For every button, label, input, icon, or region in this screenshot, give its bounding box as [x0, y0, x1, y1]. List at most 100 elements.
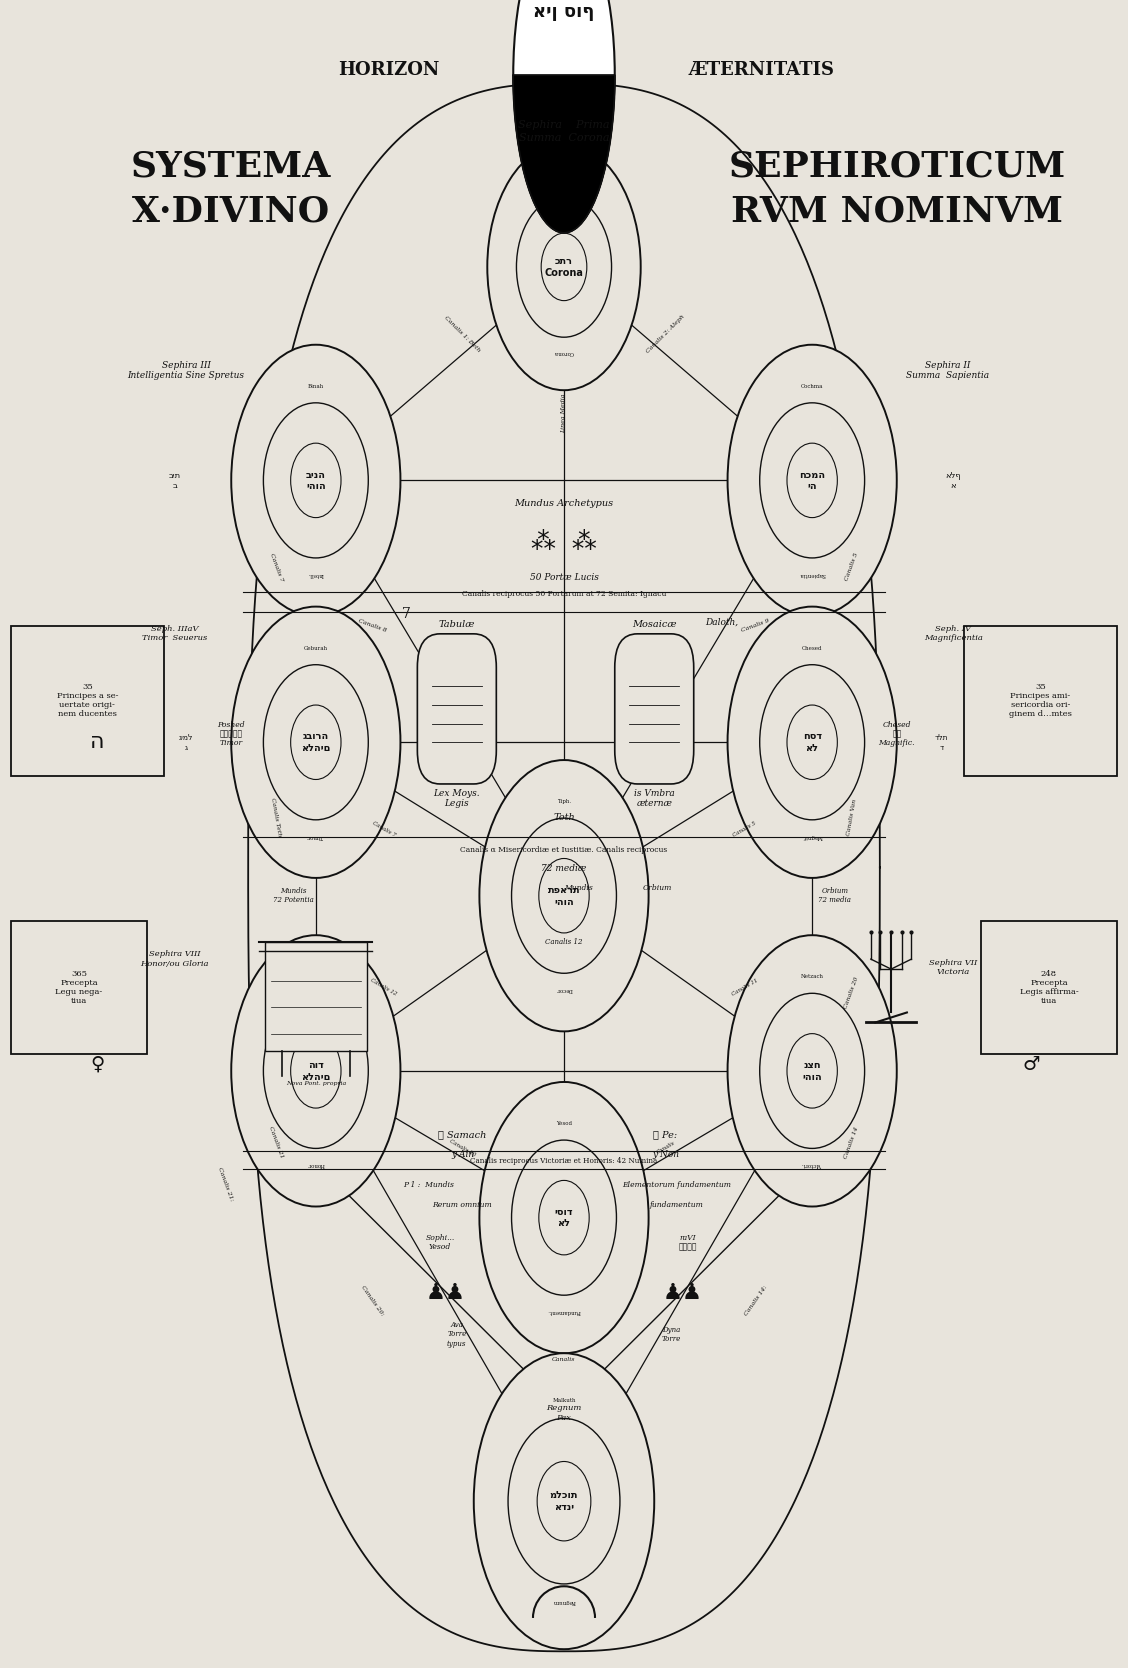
Ellipse shape [231, 607, 400, 877]
Text: Binah: Binah [308, 384, 324, 389]
Text: y Ain: y Ain [451, 1149, 474, 1159]
Text: Elementorum fundamentum: Elementorum fundamentum [623, 1181, 731, 1189]
Polygon shape [513, 75, 615, 232]
Ellipse shape [513, 0, 615, 234]
Text: Seph. IIIaV
Timor  Seuerus: Seph. IIIaV Timor Seuerus [142, 626, 208, 642]
Text: חסד
אל: חסד אל [803, 732, 821, 752]
Circle shape [539, 1181, 589, 1254]
Text: כתר
Corona: כתר Corona [545, 257, 583, 277]
Text: Intell.: Intell. [308, 572, 324, 577]
Text: גבורה
אלהים: גבורה אלהים [301, 732, 331, 752]
Text: Canalis 12: Canalis 12 [545, 939, 583, 946]
Text: y Non: y Non [652, 1149, 679, 1159]
Text: פ Pe:: פ Pe: [653, 1129, 678, 1139]
Text: Canalis α Misericordiæ et Iustitiæ. Canalis reciprocus: Canalis α Misericordiæ et Iustitiæ. Cana… [460, 846, 668, 854]
Text: Canalis 8: Canalis 8 [358, 619, 387, 632]
Ellipse shape [728, 345, 897, 615]
Text: 7: 7 [402, 607, 411, 620]
Text: ♂: ♂ [1022, 1054, 1040, 1074]
Text: RVM NOMINVM: RVM NOMINVM [731, 195, 1063, 229]
Text: Summa  Corona: Summa Corona [519, 133, 609, 143]
Text: גימל
ג: גימל ג [179, 732, 193, 752]
Text: Daloth,: Daloth, [705, 617, 739, 627]
Text: Toth: Toth [553, 812, 575, 822]
Text: אין סוף: אין סוף [534, 3, 594, 22]
Text: Timor: Timor [308, 834, 324, 839]
Text: 72 mediæ: 72 mediæ [541, 864, 587, 872]
Text: דלת
ד: דלת ד [935, 732, 949, 752]
Circle shape [512, 1141, 616, 1294]
Circle shape [291, 1034, 341, 1108]
Text: raVI
יסוד: raVI יסוד [679, 1234, 697, 1251]
Text: Netzach: Netzach [801, 974, 823, 979]
Text: אלף
א: אלף א [945, 470, 961, 490]
Text: Decor: Decor [556, 987, 572, 992]
Text: Canalis Van: Canalis Van [846, 799, 857, 836]
Text: P 1 :  Mundis: P 1 : Mundis [403, 1181, 455, 1189]
Circle shape [264, 994, 368, 1148]
Text: נצח
יהוה: נצח יהוה [802, 1061, 822, 1081]
Text: Canalis 9: Canalis 9 [741, 619, 770, 632]
Text: HORIZON: HORIZON [338, 62, 440, 78]
Circle shape [787, 444, 837, 517]
Text: Tabulæ: Tabulæ [439, 620, 475, 629]
Text: ה: ה [90, 732, 104, 752]
Circle shape [541, 234, 587, 300]
Circle shape [291, 706, 341, 779]
Text: Canalis 5: Canalis 5 [844, 552, 860, 582]
Ellipse shape [474, 1353, 654, 1650]
Text: Canalis 20:: Canalis 20: [360, 1284, 385, 1318]
Text: 248
Precepta
Legis affirma-
tiua: 248 Precepta Legis affirma- tiua [1020, 969, 1078, 1006]
Text: SYSTEMA: SYSTEMA [131, 150, 332, 183]
Circle shape [787, 1034, 837, 1108]
Text: Corona: Corona [554, 350, 574, 355]
Text: Chesed: Chesed [802, 646, 822, 651]
Text: Canalis 14:: Canalis 14: [743, 1284, 768, 1318]
Text: Canalis 20: Canalis 20 [449, 1138, 476, 1158]
Text: Canalis 12: Canalis 12 [370, 977, 397, 997]
Text: מלכות
אדני: מלכות אדני [549, 1491, 579, 1511]
Circle shape [264, 404, 368, 557]
Text: תפארת
יהוה: תפארת יהוה [548, 886, 580, 906]
FancyBboxPatch shape [417, 634, 496, 784]
Text: Regnum
Pax: Regnum Pax [546, 1404, 582, 1421]
Text: הוד
אלהים: הוד אלהים [301, 1061, 331, 1081]
Text: Sophi...
Yesod: Sophi... Yesod [425, 1234, 455, 1251]
Bar [964, 626, 1117, 776]
Text: fundamentum: fundamentum [650, 1201, 704, 1209]
Text: Canalis Teth: Canalis Teth [271, 797, 282, 837]
Text: X·DIVINO: X·DIVINO [132, 195, 331, 229]
Text: Canalis 2: Aleph: Canalis 2: Aleph [645, 314, 686, 354]
Text: בית
ב: בית ב [169, 470, 180, 490]
Text: Mundis: Mundis [564, 884, 592, 892]
Text: 35
Principes a se-
uertate origi-
nem ducentes: 35 Principes a se- uertate origi- nem du… [56, 682, 118, 719]
Text: Orbium: Orbium [643, 884, 672, 892]
Circle shape [508, 1418, 620, 1585]
Circle shape [291, 444, 341, 517]
Text: Orbium
72 media: Orbium 72 media [818, 887, 852, 904]
Text: 50 Portæ Lucis: 50 Portæ Lucis [529, 572, 599, 582]
Text: Canalis 11: Canalis 11 [731, 977, 758, 997]
Ellipse shape [728, 607, 897, 877]
Text: Mosaicæ: Mosaicæ [632, 620, 677, 629]
Text: Canalis reciprocus Victoriæ et Honoris: 42 Numina: Canalis reciprocus Victoriæ et Honoris: … [470, 1158, 658, 1164]
Text: Canalis reciprocus 50 Portarum at 72 Semita: Ignacu: Canalis reciprocus 50 Portarum at 72 Sem… [461, 590, 667, 597]
Text: יסוד
אל: יסוד אל [555, 1208, 573, 1228]
Text: ♟♟: ♟♟ [425, 1283, 466, 1303]
Text: Canalis: Canalis [655, 1141, 676, 1154]
Text: Canalis 7: Canalis 7 [371, 821, 396, 837]
Text: ♟♟: ♟♟ [662, 1283, 703, 1303]
Text: Regnum: Regnum [553, 1600, 575, 1605]
Text: Cochma: Cochma [801, 384, 823, 389]
Text: Malkuth: Malkuth [553, 1398, 575, 1403]
FancyBboxPatch shape [615, 634, 694, 784]
Text: Tiph.: Tiph. [557, 799, 571, 804]
Text: is Vmbra
æternæ: is Vmbra æternæ [634, 789, 675, 809]
Ellipse shape [479, 1083, 649, 1353]
Text: Seph. IV
Magnificentia: Seph. IV Magnificentia [924, 626, 982, 642]
Circle shape [264, 664, 368, 819]
Ellipse shape [479, 761, 649, 1031]
Circle shape [537, 1461, 591, 1541]
Text: ÆTERNITATIS: ÆTERNITATIS [688, 62, 834, 78]
Text: Nova Pont. propria: Nova Pont. propria [285, 1081, 346, 1086]
